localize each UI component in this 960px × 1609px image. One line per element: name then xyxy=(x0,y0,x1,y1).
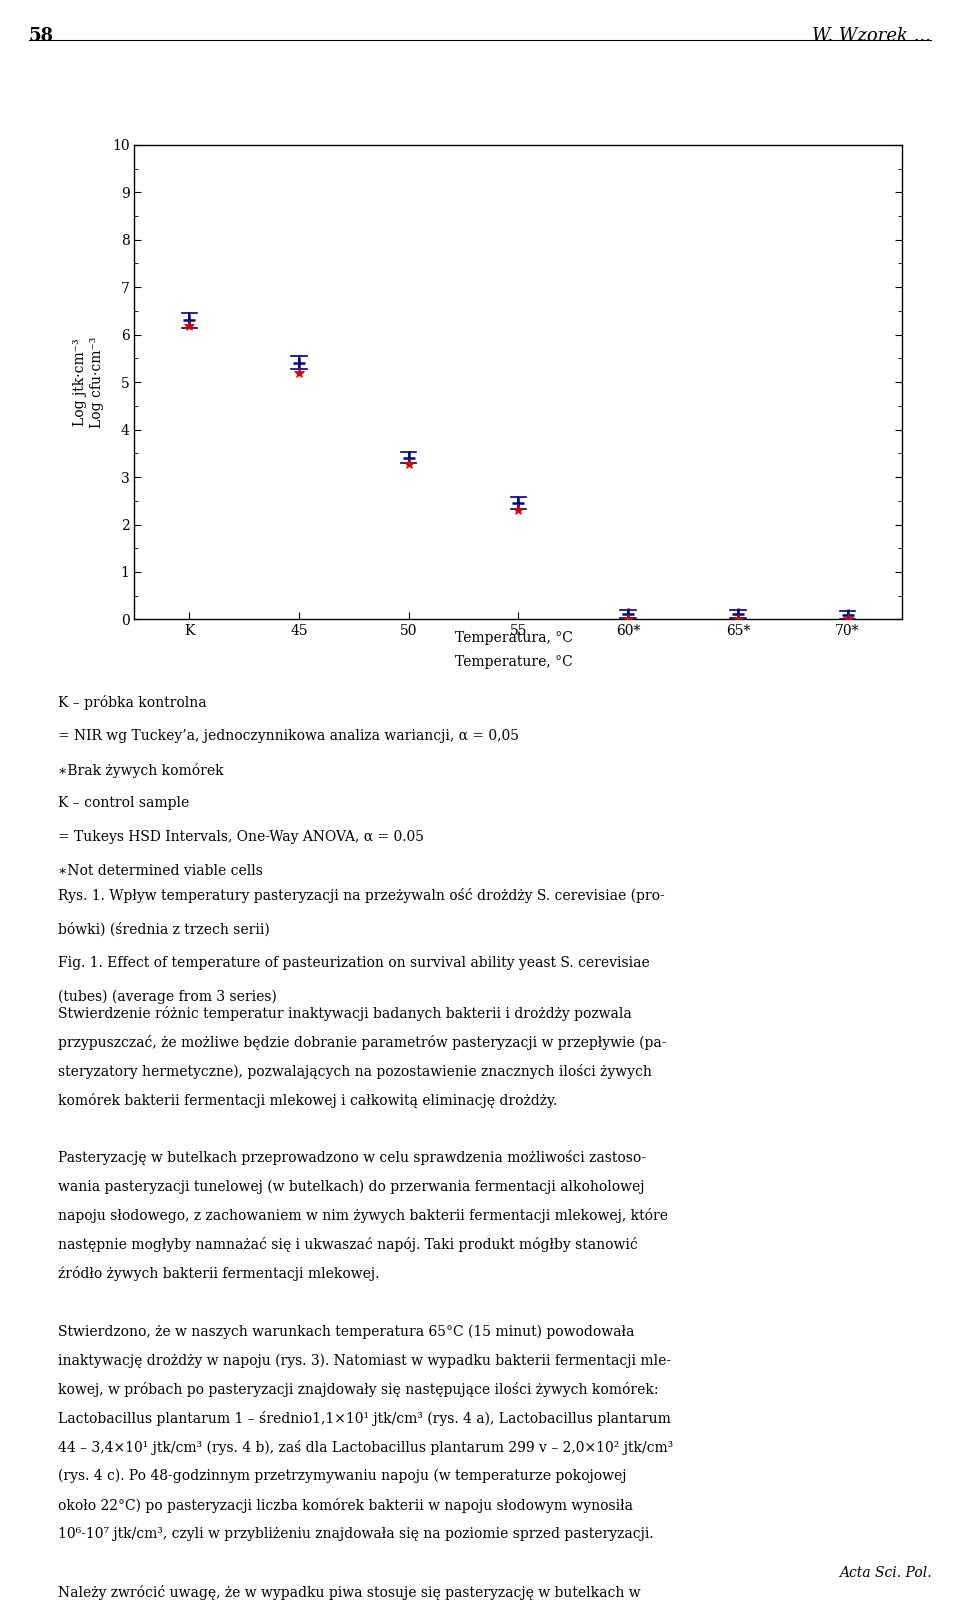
Text: K – control sample: K – control sample xyxy=(58,796,189,811)
Text: około 22°C) po pasteryzacji liczba komórek bakterii w napoju słodowym wynosiła: około 22°C) po pasteryzacji liczba komór… xyxy=(58,1498,633,1512)
Text: Należy zwrócić uwagę, że w wypadku piwa stosuje się pasteryzację w butelkach w: Należy zwrócić uwagę, że w wypadku piwa … xyxy=(58,1585,640,1599)
Text: komórek bakterii fermentacji mlekowej i całkowitą eliminację drożdży.: komórek bakterii fermentacji mlekowej i … xyxy=(58,1093,557,1107)
Text: napoju słodowego, z zachowaniem w nim żywych bakterii fermentacji mlekowej, któr: napoju słodowego, z zachowaniem w nim ży… xyxy=(58,1208,667,1223)
Text: K – próbka kontrolna: K – próbka kontrolna xyxy=(58,695,206,710)
Text: źródło żywych bakterii fermentacji mlekowej.: źródło żywych bakterii fermentacji mleko… xyxy=(58,1266,379,1281)
Text: = NIR wg Tuckey’a, jednoczynnikowa analiza wariancji, α = 0,05: = NIR wg Tuckey’a, jednoczynnikowa anali… xyxy=(58,729,518,743)
Text: Temperatura, °C: Temperatura, °C xyxy=(455,631,572,645)
Text: Fig. 1. Effect of temperature of pasteurization on survival ability yeast S. cer: Fig. 1. Effect of temperature of pasteur… xyxy=(58,956,649,970)
Text: (tubes) (average from 3 series): (tubes) (average from 3 series) xyxy=(58,990,276,1004)
Text: (rys. 4 c). Po 48-godzinnym przetrzymywaniu napoju (w temperaturze pokojowej: (rys. 4 c). Po 48-godzinnym przetrzymywa… xyxy=(58,1469,626,1483)
Text: Rys. 1. Wpływ temperatury pasteryzacji na przeżywaln ość drożdży S. cerevisiae (: Rys. 1. Wpływ temperatury pasteryzacji n… xyxy=(58,888,664,903)
Text: 10⁶-10⁷ jtk/cm³, czyli w przybliżeniu znajdowała się na poziomie sprzed pasteryz: 10⁶-10⁷ jtk/cm³, czyli w przybliżeniu zn… xyxy=(58,1527,653,1541)
Text: kowej, w próbach po pasteryzacji znajdowały się następujące ilości żywych komóre: kowej, w próbach po pasteryzacji znajdow… xyxy=(58,1382,659,1397)
Text: Lactobacillus plantarum 1 – średnio1,1×10¹ jtk/cm³ (rys. 4 a), Lactobacillus pla: Lactobacillus plantarum 1 – średnio1,1×1… xyxy=(58,1411,670,1426)
Text: steryzatory hermetyczne), pozwalających na pozostawienie znacznych ilości żywych: steryzatory hermetyczne), pozwalających … xyxy=(58,1064,652,1078)
Text: Temperature, °C: Temperature, °C xyxy=(455,655,572,669)
Text: 58: 58 xyxy=(29,27,54,45)
Text: ∗Not determined viable cells: ∗Not determined viable cells xyxy=(58,864,262,879)
Text: ∗Brak żywych komórek: ∗Brak żywych komórek xyxy=(58,763,224,777)
Text: inaktywację drożdży w napoju (rys. 3). Natomiast w wypadku bakterii fermentacji : inaktywację drożdży w napoju (rys. 3). N… xyxy=(58,1353,671,1368)
Text: Stwierdzenie różnic temperatur inaktywacji badanych bakterii i drożdży pozwala: Stwierdzenie różnic temperatur inaktywac… xyxy=(58,1006,632,1020)
Text: W. Wzorek ...: W. Wzorek ... xyxy=(812,27,931,45)
Text: Pasteryzację w butelkach przeprowadzono w celu sprawdzenia możliwości zastoso-: Pasteryzację w butelkach przeprowadzono … xyxy=(58,1150,645,1165)
Text: następnie mogłyby namnażać się i ukwaszać napój. Taki produkt mógłby stanowić: następnie mogłyby namnażać się i ukwasza… xyxy=(58,1237,637,1252)
Text: przypuszczać, że możliwe będzie dobranie parametrów pasteryzacji w przepływie (p: przypuszczać, że możliwe będzie dobranie… xyxy=(58,1035,666,1049)
Text: bówki) (średnia z trzech serii): bówki) (średnia z trzech serii) xyxy=(58,922,270,936)
Y-axis label: Log jtk·cm⁻³
Log cfu·cm⁻³: Log jtk·cm⁻³ Log cfu·cm⁻³ xyxy=(73,336,104,428)
Text: = Tukeys HSD Intervals, One-Way ANOVA, α = 0.05: = Tukeys HSD Intervals, One-Way ANOVA, α… xyxy=(58,830,423,845)
Text: Acta Sci. Pol.: Acta Sci. Pol. xyxy=(839,1566,931,1580)
Text: Stwierdzono, że w naszych warunkach temperatura 65°C (15 minut) powodowała: Stwierdzono, że w naszych warunkach temp… xyxy=(58,1324,634,1339)
Text: wania pasteryzacji tunelowej (w butelkach) do przerwania fermentacji alkoholowej: wania pasteryzacji tunelowej (w butelkac… xyxy=(58,1179,644,1194)
Text: 44 – 3,4×10¹ jtk/cm³ (rys. 4 b), zaś dla Lactobacillus plantarum 299 v – 2,0×10²: 44 – 3,4×10¹ jtk/cm³ (rys. 4 b), zaś dla… xyxy=(58,1440,673,1455)
